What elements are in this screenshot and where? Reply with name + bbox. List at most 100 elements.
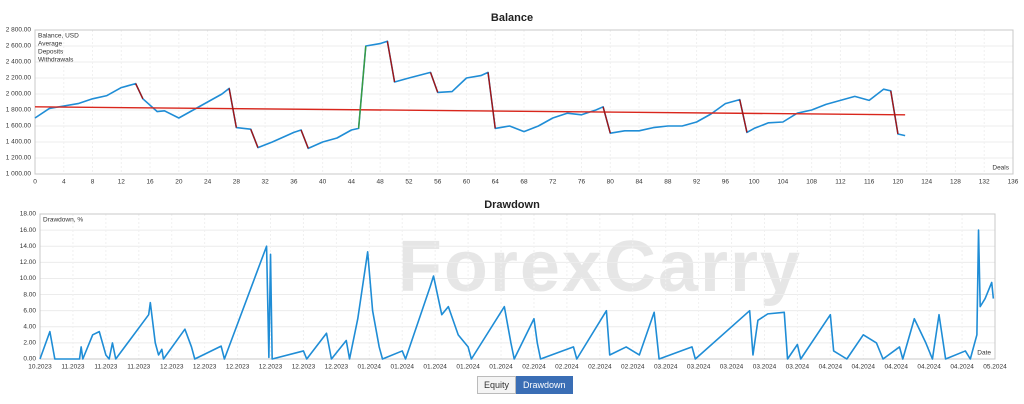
y-tick-label: 1 400.00: [6, 139, 32, 146]
x-tick-label: 12.2023: [259, 364, 283, 371]
chart-title: Drawdown: [484, 199, 540, 211]
y-tick-label: 2 800.00: [6, 27, 32, 34]
x-axis-label: Date: [977, 350, 991, 357]
x-tick-label: 04.2024: [917, 364, 941, 371]
y-tick-label: 1 600.00: [6, 123, 32, 130]
x-tick-label: 112: [835, 179, 846, 186]
x-tick-label: 56: [434, 179, 442, 186]
x-tick-label: 11.2023: [94, 364, 117, 371]
series-line: [357, 45, 367, 129]
y-tick-label: 4.00: [23, 323, 36, 330]
plot-frame: [39, 213, 996, 360]
watermark: ForexCarry: [398, 227, 802, 307]
x-tick-label: 10.2023: [28, 364, 52, 371]
x-tick-label: 60: [463, 179, 471, 186]
x-tick-label: 03.2024: [687, 364, 711, 371]
plot-frame: [34, 29, 1014, 175]
x-tick-label: 128: [950, 179, 961, 186]
y-tick-label: 1 200.00: [6, 155, 32, 162]
y-tick-label: 2.00: [23, 340, 36, 347]
legend-entry: Withdrawals: [38, 57, 74, 64]
y-tick-label: 2 200.00: [6, 75, 32, 82]
x-tick-label: 12.2023: [193, 364, 217, 371]
series-line: [34, 106, 906, 116]
y-tick-label: 6.00: [23, 307, 36, 314]
legend-entry: Balance, USD: [38, 33, 79, 40]
x-tick-label: 01.2024: [358, 364, 382, 371]
x-tick-label: 52: [405, 179, 413, 186]
x-tick-label: 44: [348, 179, 356, 186]
x-tick-label: 02.2024: [621, 364, 645, 371]
y-tick-label: 16.00: [20, 227, 37, 234]
x-tick-label: 16: [146, 179, 154, 186]
x-tick-label: 8: [91, 179, 95, 186]
x-tick-label: 02.2024: [522, 364, 546, 371]
x-tick-label: 01.2024: [489, 364, 513, 371]
y-tick-label: 2 600.00: [6, 43, 32, 50]
x-tick-label: 01.2024: [423, 364, 447, 371]
y-tick-label: 1 000.00: [6, 171, 32, 178]
series-line: [34, 40, 906, 150]
x-tick-label: 04.2024: [852, 364, 876, 371]
x-tick-label: 05.2024: [983, 364, 1007, 371]
x-tick-label: 116: [864, 179, 875, 186]
y-tick-label: 18.00: [20, 211, 37, 218]
legend-entry: Average: [38, 41, 62, 48]
x-tick-label: 76: [578, 179, 586, 186]
y-tick-label: 10.00: [20, 275, 37, 282]
x-tick-label: 64: [492, 179, 500, 186]
legend-entry: Deposits: [38, 49, 64, 56]
x-tick-label: 24: [204, 179, 212, 186]
tab-drawdown[interactable]: Drawdown: [516, 376, 573, 394]
x-tick-label: 96: [722, 179, 730, 186]
series-line: [135, 41, 899, 149]
x-tick-label: 120: [893, 179, 904, 186]
x-tick-label: 02.2024: [555, 364, 579, 371]
x-tick-label: 88: [664, 179, 672, 186]
x-tick-label: 03.2024: [654, 364, 678, 371]
x-tick-label: 03.2024: [753, 364, 777, 371]
x-tick-label: 4: [62, 179, 66, 186]
y-tick-label: 0.00: [23, 356, 36, 363]
x-tick-label: 02.2024: [588, 364, 612, 371]
x-tick-label: 20: [175, 179, 183, 186]
x-tick-label: 40: [319, 179, 327, 186]
x-tick-label: 92: [693, 179, 701, 186]
x-tick-label: 01.2024: [456, 364, 480, 371]
x-tick-label: 03.2024: [786, 364, 810, 371]
x-tick-label: 80: [607, 179, 615, 186]
x-tick-label: 12.2023: [226, 364, 250, 371]
x-tick-label: 100: [749, 179, 760, 186]
x-tick-label: 12.2023: [160, 364, 184, 371]
tab-bar: Equity Drawdown: [477, 376, 573, 394]
x-tick-label: 12.2023: [292, 364, 316, 371]
series-line: [39, 229, 995, 360]
y-tick-label: 2 000.00: [6, 91, 32, 98]
y-tick-label: 1 800.00: [6, 107, 32, 114]
x-tick-label: 104: [777, 179, 788, 186]
x-tick-label: 68: [520, 179, 528, 186]
x-tick-label: 0: [33, 179, 37, 186]
x-tick-label: 04.2024: [884, 364, 908, 371]
chart-title: Balance: [491, 12, 533, 24]
x-tick-label: 32: [262, 179, 270, 186]
x-tick-label: 72: [549, 179, 557, 186]
legend-entry: Drawdown, %: [43, 217, 83, 224]
x-tick-label: 84: [635, 179, 643, 186]
x-tick-label: 132: [979, 179, 990, 186]
x-tick-label: 11.2023: [127, 364, 150, 371]
x-tick-label: 36: [290, 179, 298, 186]
x-tick-label: 04.2024: [950, 364, 974, 371]
x-tick-label: 01.2024: [390, 364, 414, 371]
y-tick-label: 14.00: [20, 243, 37, 250]
tab-equity[interactable]: Equity: [477, 376, 517, 394]
x-tick-label: 12.2023: [325, 364, 349, 371]
x-tick-label: 136: [1008, 179, 1019, 186]
x-tick-label: 28: [233, 179, 241, 186]
x-tick-label: 11.2023: [61, 364, 84, 371]
y-tick-label: 8.00: [23, 291, 36, 298]
x-axis-label: Deals: [992, 165, 1009, 172]
x-tick-label: 108: [806, 179, 817, 186]
